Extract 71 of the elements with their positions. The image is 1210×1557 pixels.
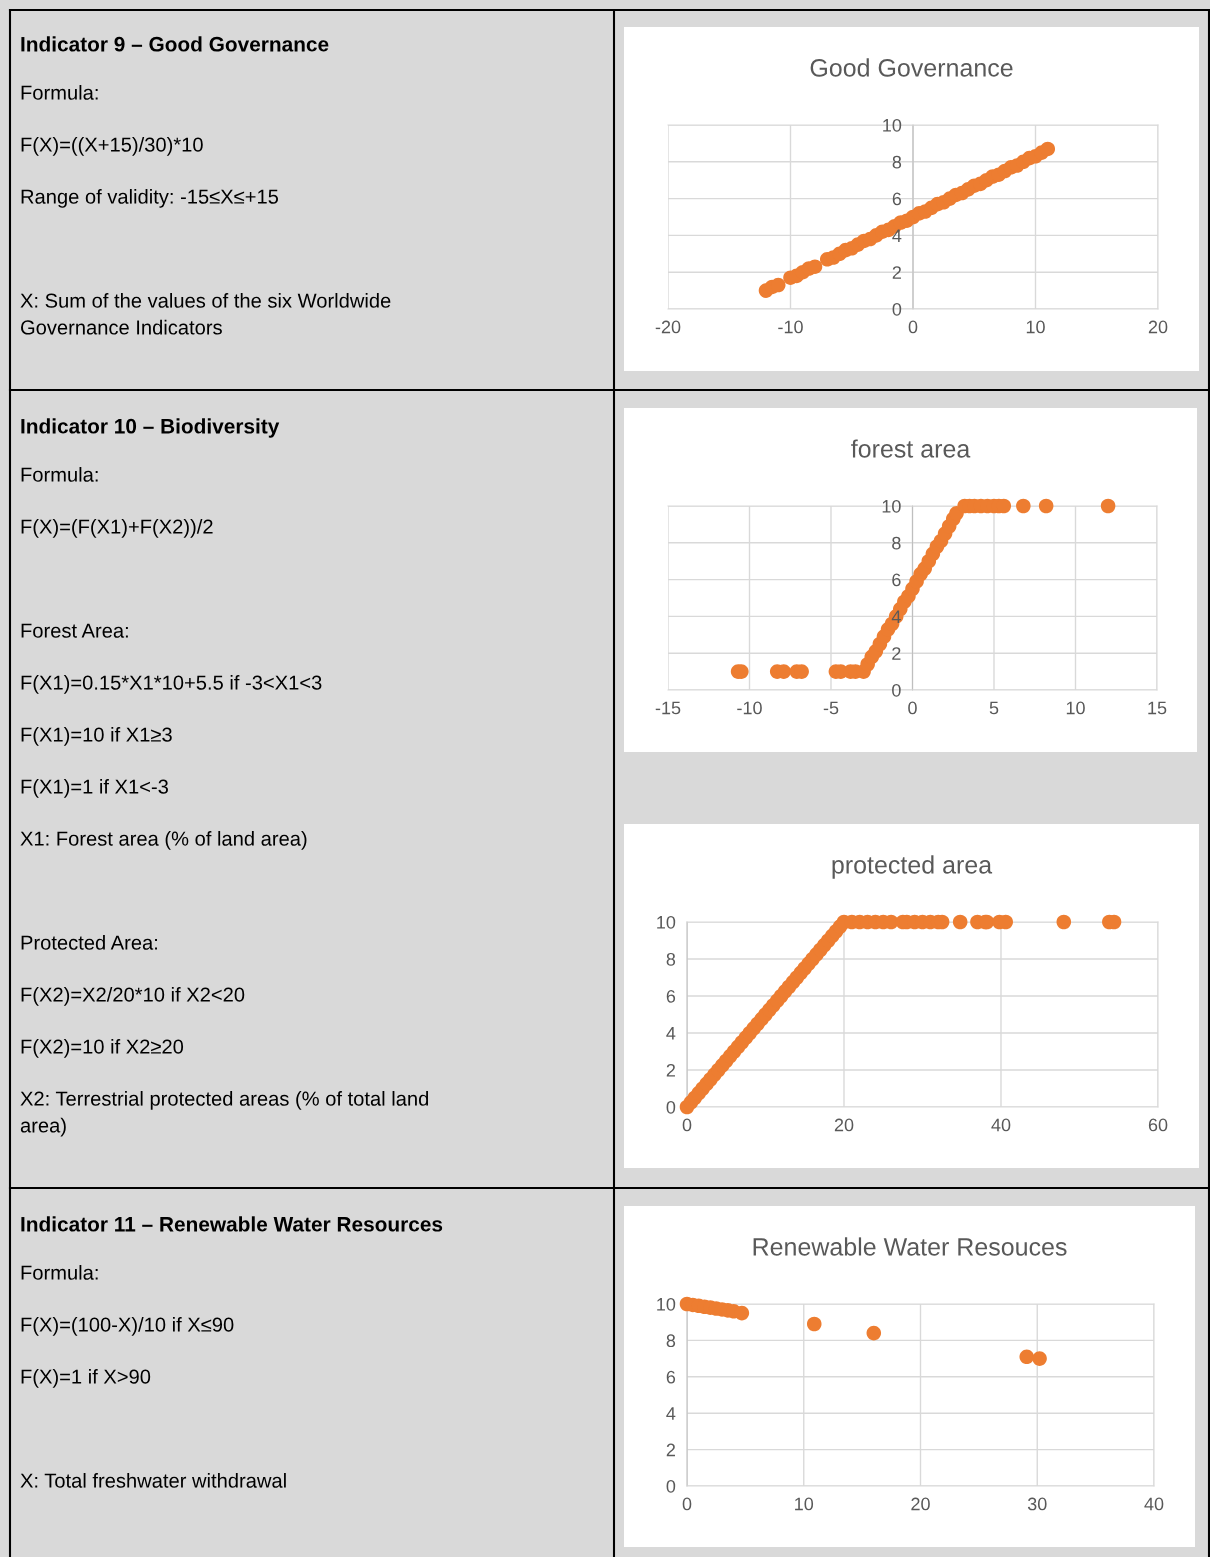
x-tick-label: -10 (737, 701, 762, 715)
chart-title: Renewable Water Resouces (753, 1237, 1067, 1256)
x-tick-label: 0 (908, 320, 918, 334)
y-tick-label: 4 (666, 1407, 676, 1420)
x-tick-label: 20 (1148, 320, 1168, 334)
y-tick-label: 0 (892, 302, 902, 316)
x-tick-label: 60 (1148, 1118, 1168, 1132)
text: Forest Area: (21, 623, 128, 638)
text: Formula: (21, 85, 98, 100)
y-tick-label: 10 (657, 915, 676, 929)
x-tick-label: 10 (1026, 320, 1045, 334)
text: F(X1)=0.15*X1*10+5.5 if -3<X1<3 (21, 675, 322, 694)
y-tick-label: 8 (892, 536, 901, 550)
text: Formula: (21, 1265, 98, 1280)
x-tick-label: 10 (1066, 701, 1085, 715)
y-tick-label: 4 (892, 229, 902, 242)
y-tick-label: 2 (892, 266, 901, 279)
text: Protected Area: (21, 935, 157, 950)
text: X: Sum of the values of the six Worldwide Governance Indicators (20, 293, 391, 335)
text: X: Total freshwater withdrawal (20, 1473, 286, 1488)
text: Indicator 10 – Biodiversity (21, 418, 280, 438)
text: F(X)=(F(X1)+F(X2))/2 (21, 519, 213, 538)
x-tick-label: 0 (682, 1118, 692, 1132)
y-tick-label: 10 (882, 499, 901, 513)
x-tick-label: 20 (834, 1118, 854, 1132)
x-tick-label: -5 (823, 701, 839, 715)
x-tick-label: 20 (911, 1497, 930, 1511)
y-tick-label: 6 (892, 573, 901, 587)
x-tick-label: 0 (682, 1497, 692, 1511)
x-tick-label: 0 (908, 701, 917, 715)
text: X1: Forest area (% of land area) (20, 831, 307, 850)
text: Indicator 11 – Renewable Water Resources (21, 1216, 443, 1232)
y-tick-label: 8 (666, 952, 676, 966)
text: F(X)=(100-X)/10 if X≤90 (21, 1317, 234, 1336)
y-tick-label: 0 (892, 683, 901, 697)
text: F(X)=1 if X>90 (21, 1369, 151, 1388)
y-tick-label: 2 (892, 647, 901, 660)
x-tick-label: 30 (1027, 1497, 1047, 1511)
y-tick-label: 6 (666, 989, 676, 1003)
chart-title: forest area (851, 439, 971, 458)
x-tick-label: 40 (991, 1118, 1011, 1132)
y-tick-label: 4 (891, 610, 901, 623)
text: F(X2)=10 if X2≥20 (21, 1039, 184, 1058)
y-tick-label: 2 (666, 1063, 675, 1077)
text: Formula: (21, 467, 98, 482)
y-tick-label: 10 (657, 1297, 676, 1311)
x-tick-label: -15 (655, 701, 681, 715)
y-tick-label: 10 (883, 118, 902, 132)
y-tick-label: 0 (666, 1100, 676, 1114)
chart-title: Good Governance (810, 58, 1013, 77)
x-tick-label: 5 (989, 701, 999, 715)
x-tick-label: -20 (655, 320, 681, 334)
text: Range of validity: -15≤X≤+15 (21, 189, 279, 208)
text: F(X1)=10 if X1≥3 (21, 727, 172, 746)
chart-title: protected area (832, 855, 993, 879)
x-tick-label: -10 (778, 320, 803, 334)
x-tick-label: 10 (795, 1497, 814, 1511)
x-tick-label: 40 (1144, 1497, 1164, 1511)
text: F(X1)=1 if X1<-3 (21, 779, 168, 798)
y-tick-label: 8 (892, 155, 902, 169)
y-tick-label: 2 (666, 1443, 675, 1457)
y-tick-label: 6 (666, 1370, 676, 1384)
x-tick-label: 15 (1148, 701, 1167, 715)
y-tick-label: 0 (666, 1479, 676, 1493)
y-tick-label: 6 (892, 192, 902, 206)
y-tick-label: 8 (666, 1334, 676, 1348)
text: F(X2)=X2/20*10 if X2<20 (21, 987, 245, 1006)
y-tick-label: 4 (666, 1027, 676, 1040)
text: F(X)=((X+15)/30)*10 (21, 137, 203, 156)
text: X2: Terrestrial protected areas (% of total land area) (20, 1091, 429, 1137)
text: Indicator 9 – Good Governance (21, 36, 329, 52)
